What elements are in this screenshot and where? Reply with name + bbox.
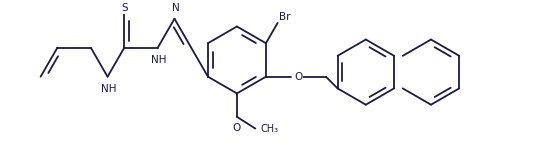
Text: N: N	[173, 3, 180, 13]
Text: NH: NH	[151, 55, 167, 65]
Text: NH: NH	[101, 84, 116, 94]
Text: CH₃: CH₃	[261, 124, 279, 134]
Text: O: O	[294, 72, 303, 82]
Text: Br: Br	[279, 12, 291, 22]
Text: O: O	[233, 123, 241, 133]
Text: S: S	[121, 3, 128, 13]
